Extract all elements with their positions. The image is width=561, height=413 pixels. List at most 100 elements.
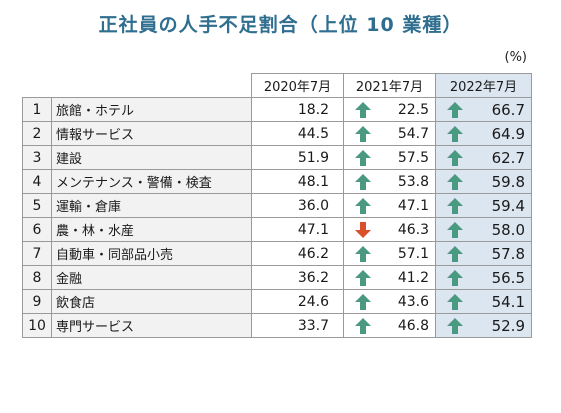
table-row: 9 飲食店 24.6 43.6 54.1 [22,289,532,314]
arrow-up-icon [447,173,463,190]
arrow-up-icon [447,269,463,286]
value-2021-cell: 22.5 [343,97,436,122]
value-2020-cell: 24.6 [251,289,344,314]
col-header-2022: 2022年7月 [435,73,532,98]
rank-cell: 6 [22,217,52,242]
industry-name-cell: 農・林・水産 [51,217,252,242]
value-2021: 57.5 [397,149,429,166]
industry-name-cell: 情報サービス [51,121,252,146]
value-2021: 46.8 [397,317,429,334]
value-2021-cell: 53.8 [343,169,436,194]
value-2021: 53.8 [397,173,429,190]
value-2020-cell: 36.0 [251,193,344,218]
arrow-up-icon [355,197,371,214]
rank-cell: 10 [22,313,52,338]
value-2021-cell: 47.1 [343,193,436,218]
shortage-table: 2020年7月 2021年7月 2022年7月 1 旅館・ホテル 18.2 22.5 6… [22,73,532,338]
col-header-2021: 2021年7月 [343,73,436,98]
value-2020-cell: 36.2 [251,265,344,290]
value-2020-cell: 47.1 [251,217,344,242]
value-2022-cell: 59.8 [435,169,532,194]
value-2022: 59.8 [491,172,525,191]
rank-cell: 4 [22,169,52,194]
value-2020-cell: 33.7 [251,313,344,338]
table-row: 7 自動車・同部品小売 46.2 57.1 57.8 [22,241,532,266]
table-row: 2 情報サービス 44.5 54.7 64.9 [22,121,532,146]
table-row: 5 運輸・倉庫 36.0 47.1 59.4 [22,193,532,218]
value-2022-cell: 64.9 [435,121,532,146]
value-2022: 66.7 [491,100,525,119]
value-2021: 46.3 [397,221,429,238]
value-2021: 41.2 [397,269,429,286]
arrow-up-icon [447,221,463,238]
col-header-2020: 2020年7月 [251,73,344,98]
value-2022: 62.7 [491,148,525,167]
rank-cell: 8 [22,265,52,290]
arrow-up-icon [447,149,463,166]
value-2020-cell: 46.2 [251,241,344,266]
value-2022-cell: 58.0 [435,217,532,242]
table-row: 6 農・林・水産 47.1 46.3 58.0 [22,217,532,242]
arrow-up-icon [355,173,371,190]
industry-name-cell: 運輸・倉庫 [51,193,252,218]
value-2020-cell: 48.1 [251,169,344,194]
table-body: 1 旅館・ホテル 18.2 22.5 66.7 2 情報サービス 44.5 54.7 64.9 3 建… [22,97,532,338]
value-2021: 57.1 [397,245,429,262]
value-2022: 59.4 [491,196,525,215]
unit-label: (%) [504,50,528,65]
value-2021-cell: 46.8 [343,313,436,338]
value-2021: 47.1 [397,197,429,214]
arrow-up-icon [355,269,371,286]
value-2020-cell: 44.5 [251,121,344,146]
value-2022-cell: 62.7 [435,145,532,170]
value-2021-cell: 41.2 [343,265,436,290]
value-2021-cell: 46.3 [343,217,436,242]
value-2020-cell: 18.2 [251,97,344,122]
header-row: 2020年7月 2021年7月 2022年7月 [22,73,532,98]
value-2022-cell: 57.8 [435,241,532,266]
table-row: 8 金融 36.2 41.2 56.5 [22,265,532,290]
value-2021-cell: 54.7 [343,121,436,146]
table-row: 4 メンテナンス・警備・検査 48.1 53.8 59.8 [22,169,532,194]
industry-name-cell: 飲食店 [51,289,252,314]
arrow-up-icon [447,245,463,262]
value-2021-cell: 43.6 [343,289,436,314]
rank-cell: 2 [22,121,52,146]
table-row: 1 旅館・ホテル 18.2 22.5 66.7 [22,97,532,122]
value-2021-cell: 57.5 [343,145,436,170]
arrow-up-icon [447,293,463,310]
arrow-up-icon [355,317,371,334]
arrow-up-icon [447,101,463,118]
arrow-up-icon [355,245,371,262]
value-2021-cell: 57.1 [343,241,436,266]
value-2022: 64.9 [491,124,525,143]
rank-cell: 7 [22,241,52,266]
arrow-up-icon [355,293,371,310]
rank-cell: 5 [22,193,52,218]
value-2020-cell: 51.9 [251,145,344,170]
rank-cell: 1 [22,97,52,122]
value-2022: 58.0 [491,220,525,239]
value-2022-cell: 54.1 [435,289,532,314]
value-2022-cell: 56.5 [435,265,532,290]
arrow-up-icon [355,101,371,118]
industry-name-cell: メンテナンス・警備・検査 [51,169,252,194]
table-row: 3 建設 51.9 57.5 62.7 [22,145,532,170]
value-2022: 52.9 [491,316,525,335]
industry-name-cell: 建設 [51,145,252,170]
value-2022: 57.8 [491,244,525,263]
industry-name-cell: 自動車・同部品小売 [51,241,252,266]
arrow-up-icon [447,125,463,142]
arrow-down-icon [355,221,371,238]
value-2022: 56.5 [491,268,525,287]
page-title: 正社員の人手不足割合（上位 10 業種） [98,14,463,36]
value-2021: 43.6 [397,293,429,310]
value-2021: 54.7 [397,125,429,142]
rank-cell: 9 [22,289,52,314]
industry-name-cell: 専門サービス [51,313,252,338]
header-blank [22,73,252,98]
arrow-up-icon [447,317,463,334]
industry-name-cell: 旅館・ホテル [51,97,252,122]
value-2021: 22.5 [397,101,429,118]
industry-name-cell: 金融 [51,265,252,290]
